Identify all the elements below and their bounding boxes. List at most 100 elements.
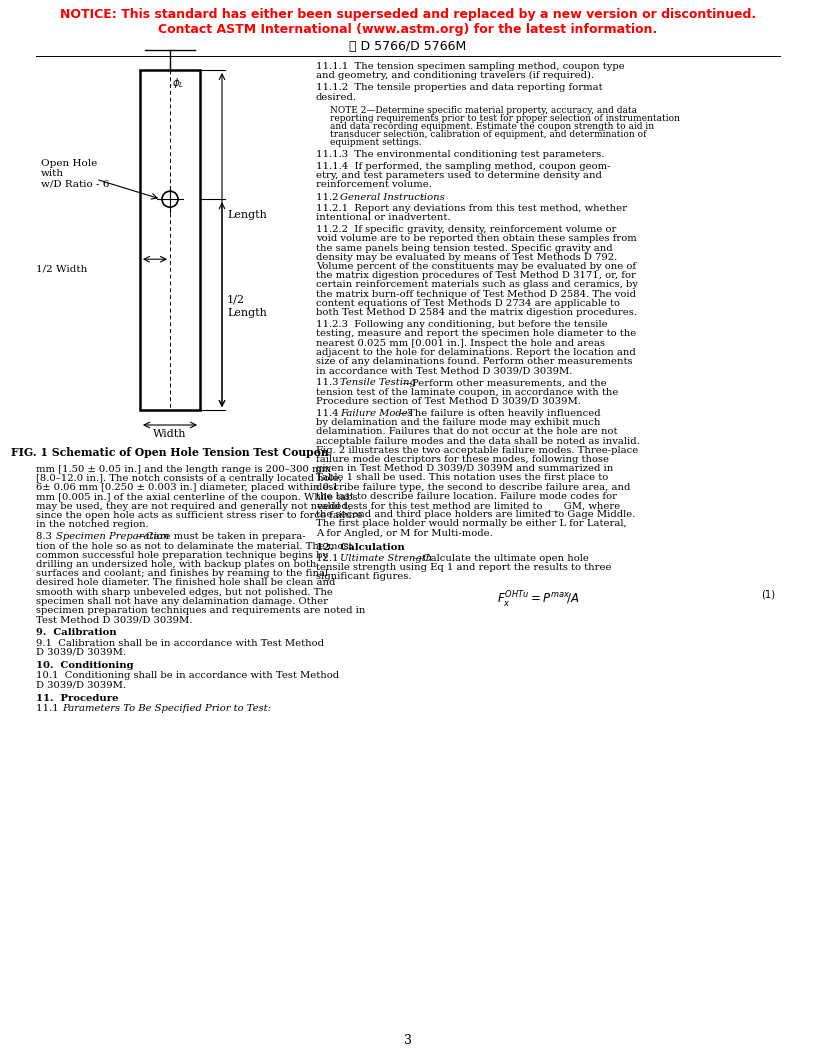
Text: 1/2 Width: 1/2 Width bbox=[36, 264, 87, 274]
Text: Failure Modes: Failure Modes bbox=[340, 409, 413, 418]
Text: reporting requirements prior to test for proper selection of instrumentation: reporting requirements prior to test for… bbox=[330, 114, 680, 122]
Text: Tensile Testing: Tensile Testing bbox=[340, 378, 416, 388]
Text: size of any delaminations found. Perform other measurements: size of any delaminations found. Perform… bbox=[316, 357, 632, 366]
Text: Fig. 2 illustrates the two acceptable failure modes. Three-place: Fig. 2 illustrates the two acceptable fa… bbox=[316, 446, 638, 455]
Text: given in Test Method D 3039/D 3039M and summarized in: given in Test Method D 3039/D 3039M and … bbox=[316, 465, 614, 473]
Text: specimen shall not have any delamination damage. Other: specimen shall not have any delamination… bbox=[36, 597, 328, 606]
Text: 8.3: 8.3 bbox=[36, 532, 58, 542]
Text: intentional or inadvertent.: intentional or inadvertent. bbox=[316, 213, 450, 222]
Text: Parameters To Be Specified Prior to Test:: Parameters To Be Specified Prior to Test… bbox=[62, 703, 271, 713]
Text: The first place holder would normally be either L for Lateral,: The first place holder would normally be… bbox=[316, 520, 627, 528]
Text: —Calculate the ultimate open hole: —Calculate the ultimate open hole bbox=[413, 554, 589, 563]
Text: surfaces and coolant; and finishes by reaming to the final: surfaces and coolant; and finishes by re… bbox=[36, 569, 328, 579]
Text: Ⓜ D 5766/D 5766M: Ⓜ D 5766/D 5766M bbox=[349, 40, 467, 53]
Text: 9.  Calibration: 9. Calibration bbox=[36, 628, 117, 638]
Text: common successful hole preparation technique begins by: common successful hole preparation techn… bbox=[36, 551, 328, 560]
Text: 11.2.1  Report any deviations from this test method, whether: 11.2.1 Report any deviations from this t… bbox=[316, 204, 627, 213]
Text: nearest 0.025 mm [0.001 in.]. Inspect the hole and areas: nearest 0.025 mm [0.001 in.]. Inspect th… bbox=[316, 339, 605, 347]
Text: 11.1.1  The tension specimen sampling method, coupon type: 11.1.1 The tension specimen sampling met… bbox=[316, 62, 625, 71]
Text: tion of the hole so as not to delaminate the material. The most: tion of the hole so as not to delaminate… bbox=[36, 542, 353, 550]
Text: the matrix digestion procedures of Test Method D 3171, or, for: the matrix digestion procedures of Test … bbox=[316, 271, 636, 280]
Text: etry, and test parameters used to determine density and: etry, and test parameters used to determ… bbox=[316, 171, 602, 181]
Text: drilling an undersized hole, with backup plates on both: drilling an undersized hole, with backup… bbox=[36, 560, 317, 569]
Text: in accordance with Test Method D 3039/D 3039M.: in accordance with Test Method D 3039/D … bbox=[316, 366, 572, 375]
Text: 11.1: 11.1 bbox=[36, 703, 65, 713]
Text: both Test Method D 2584 and the matrix digestion procedures.: both Test Method D 2584 and the matrix d… bbox=[316, 308, 636, 317]
Text: content equations of Test Methods D 2734 are applicable to: content equations of Test Methods D 2734… bbox=[316, 299, 620, 307]
Text: NOTICE: This standard has either been superseded and replaced by a new version o: NOTICE: This standard has either been su… bbox=[60, 8, 756, 21]
Text: describe failure type, the second to describe failure area, and: describe failure type, the second to des… bbox=[316, 483, 631, 492]
Text: $F_x^{OHTu} = P^{max}\!/A$: $F_x^{OHTu} = P^{max}\!/A$ bbox=[497, 589, 579, 609]
Text: —Care must be taken in prepara-: —Care must be taken in prepara- bbox=[136, 532, 306, 542]
Text: Specimen Preparation: Specimen Preparation bbox=[56, 532, 169, 542]
Text: 1/2: 1/2 bbox=[227, 295, 245, 304]
Text: 9.1  Calibration shall be in accordance with Test Method: 9.1 Calibration shall be in accordance w… bbox=[36, 639, 324, 647]
Text: Procedure section of Test Method D 3039/D 3039M.: Procedure section of Test Method D 3039/… bbox=[316, 397, 581, 406]
Text: certain reinforcement materials such as glass and ceramics, by: certain reinforcement materials such as … bbox=[316, 281, 638, 289]
Text: 12.1: 12.1 bbox=[316, 554, 344, 563]
Text: acceptable failure modes and the data shall be noted as invalid.: acceptable failure modes and the data sh… bbox=[316, 436, 640, 446]
Text: and geometry, and conditioning travelers (if required).: and geometry, and conditioning travelers… bbox=[316, 71, 594, 80]
Text: significant figures.: significant figures. bbox=[316, 572, 411, 582]
Text: in the notched region.: in the notched region. bbox=[36, 521, 149, 529]
Text: :: : bbox=[421, 192, 424, 202]
Text: [8.0–12.0 in.]. The notch consists of a centrally located hole,: [8.0–12.0 in.]. The notch consists of a … bbox=[36, 474, 342, 484]
Text: tensile strength using Eq 1 and report the results to three: tensile strength using Eq 1 and report t… bbox=[316, 563, 611, 572]
Text: 6± 0.06 mm [0.250 ± 0.003 in.] diameter, placed within 0.1: 6± 0.06 mm [0.250 ± 0.003 in.] diameter,… bbox=[36, 484, 339, 492]
Text: equipment settings.: equipment settings. bbox=[330, 137, 422, 147]
Text: Table 1 shall be used. This notation uses the first place to: Table 1 shall be used. This notation use… bbox=[316, 473, 608, 483]
Text: delamination. Failures that do not occur at the hole are not: delamination. Failures that do not occur… bbox=[316, 428, 618, 436]
Text: smooth with sharp unbeveled edges, but not polished. The: smooth with sharp unbeveled edges, but n… bbox=[36, 587, 333, 597]
Text: Ultimate Strength: Ultimate Strength bbox=[340, 554, 432, 563]
Text: specimen preparation techniques and requirements are noted in: specimen preparation techniques and requ… bbox=[36, 606, 366, 615]
Bar bbox=[140, 70, 200, 410]
Text: failure mode descriptors for these modes, following those: failure mode descriptors for these modes… bbox=[316, 455, 609, 464]
Text: Length: Length bbox=[227, 307, 267, 318]
Text: by delamination and the failure mode may exhibit much: by delamination and the failure mode may… bbox=[316, 418, 601, 428]
Text: adjacent to the hole for delaminations. Report the location and: adjacent to the hole for delaminations. … bbox=[316, 347, 636, 357]
Text: Open Hole: Open Hole bbox=[41, 159, 97, 168]
Text: D 3039/D 3039M.: D 3039/D 3039M. bbox=[36, 647, 126, 657]
Text: FIG. 1 Schematic of Open Hole Tension Test Coupon: FIG. 1 Schematic of Open Hole Tension Te… bbox=[11, 447, 329, 458]
Text: and data recording equipment. Estimate the coupon strength to aid in: and data recording equipment. Estimate t… bbox=[330, 121, 654, 131]
Text: 12.  Calculation: 12. Calculation bbox=[316, 543, 405, 552]
Text: NOTE 2—Determine specific material property, accuracy, and data: NOTE 2—Determine specific material prope… bbox=[330, 106, 637, 115]
Text: D 3039/D 3039M.: D 3039/D 3039M. bbox=[36, 680, 126, 690]
Circle shape bbox=[162, 191, 178, 207]
Text: since the open hole acts as sufficient stress riser to force failure: since the open hole acts as sufficient s… bbox=[36, 511, 362, 520]
Text: the same panels being tension tested. Specific gravity and: the same panels being tension tested. Sp… bbox=[316, 244, 613, 252]
Text: 11.1.3  The environmental conditioning test parameters.: 11.1.3 The environmental conditioning te… bbox=[316, 150, 605, 158]
Text: 11.1.4  If performed, the sampling method, coupon geom-: 11.1.4 If performed, the sampling method… bbox=[316, 162, 610, 171]
Text: the last to describe failure location. Failure mode codes for: the last to describe failure location. F… bbox=[316, 492, 617, 501]
Text: General Instructions: General Instructions bbox=[340, 192, 445, 202]
Text: void volume are to be reported then obtain these samples from: void volume are to be reported then obta… bbox=[316, 234, 636, 243]
Text: may be used, they are not required and generally not needed,: may be used, they are not required and g… bbox=[36, 502, 351, 511]
Text: Width: Width bbox=[153, 429, 187, 439]
Text: 3: 3 bbox=[404, 1034, 412, 1046]
Text: w/D Ratio - 6: w/D Ratio - 6 bbox=[41, 180, 109, 188]
Text: 10.1  Conditioning shall be in accordance with Test Method: 10.1 Conditioning shall be in accordance… bbox=[36, 672, 339, 680]
Text: (1): (1) bbox=[761, 589, 775, 600]
Text: testing, measure and report the specimen hole diameter to the: testing, measure and report the specimen… bbox=[316, 329, 636, 338]
Text: A for Angled, or M for Multi-mode.: A for Angled, or M for Multi-mode. bbox=[316, 529, 493, 538]
Text: Test Method D 3039/D 3039M.: Test Method D 3039/D 3039M. bbox=[36, 616, 193, 624]
Text: mm [0.005 in.] of the axial centerline of the coupon. While tabs: mm [0.005 in.] of the axial centerline o… bbox=[36, 492, 357, 502]
Text: —The failure is often heavily influenced: —The failure is often heavily influenced bbox=[398, 409, 601, 418]
Text: 11.1.2  The tensile properties and data reporting format: 11.1.2 The tensile properties and data r… bbox=[316, 83, 603, 92]
Text: $\mathit{\phi}_L$: $\mathit{\phi}_L$ bbox=[172, 76, 184, 90]
Text: desired hole diameter. The finished hole shall be clean and: desired hole diameter. The finished hole… bbox=[36, 579, 335, 587]
Text: Length: Length bbox=[227, 210, 267, 220]
Text: 11.2.3  Following any conditioning, but before the tensile: 11.2.3 Following any conditioning, but b… bbox=[316, 320, 608, 329]
Text: 11.4: 11.4 bbox=[316, 409, 345, 418]
Text: 11.3: 11.3 bbox=[316, 378, 344, 388]
Text: 11.  Procedure: 11. Procedure bbox=[36, 694, 118, 702]
Text: 11.2: 11.2 bbox=[316, 192, 344, 202]
Text: tension test of the laminate coupon, in accordance with the: tension test of the laminate coupon, in … bbox=[316, 388, 619, 397]
Text: the matrix burn-off technique of Test Method D 2584. The void: the matrix burn-off technique of Test Me… bbox=[316, 289, 636, 299]
Text: —Perform other measurements, and the: —Perform other measurements, and the bbox=[402, 378, 606, 388]
Text: reinforcement volume.: reinforcement volume. bbox=[316, 181, 432, 189]
Text: Contact ASTM International (www.astm.org) for the latest information.: Contact ASTM International (www.astm.org… bbox=[158, 23, 658, 36]
Text: the second and third place holders are limited to Gage Middle.: the second and third place holders are l… bbox=[316, 510, 636, 520]
Text: with: with bbox=[41, 169, 64, 178]
Text: density may be evaluated by means of Test Methods D 792.: density may be evaluated by means of Tes… bbox=[316, 252, 617, 262]
